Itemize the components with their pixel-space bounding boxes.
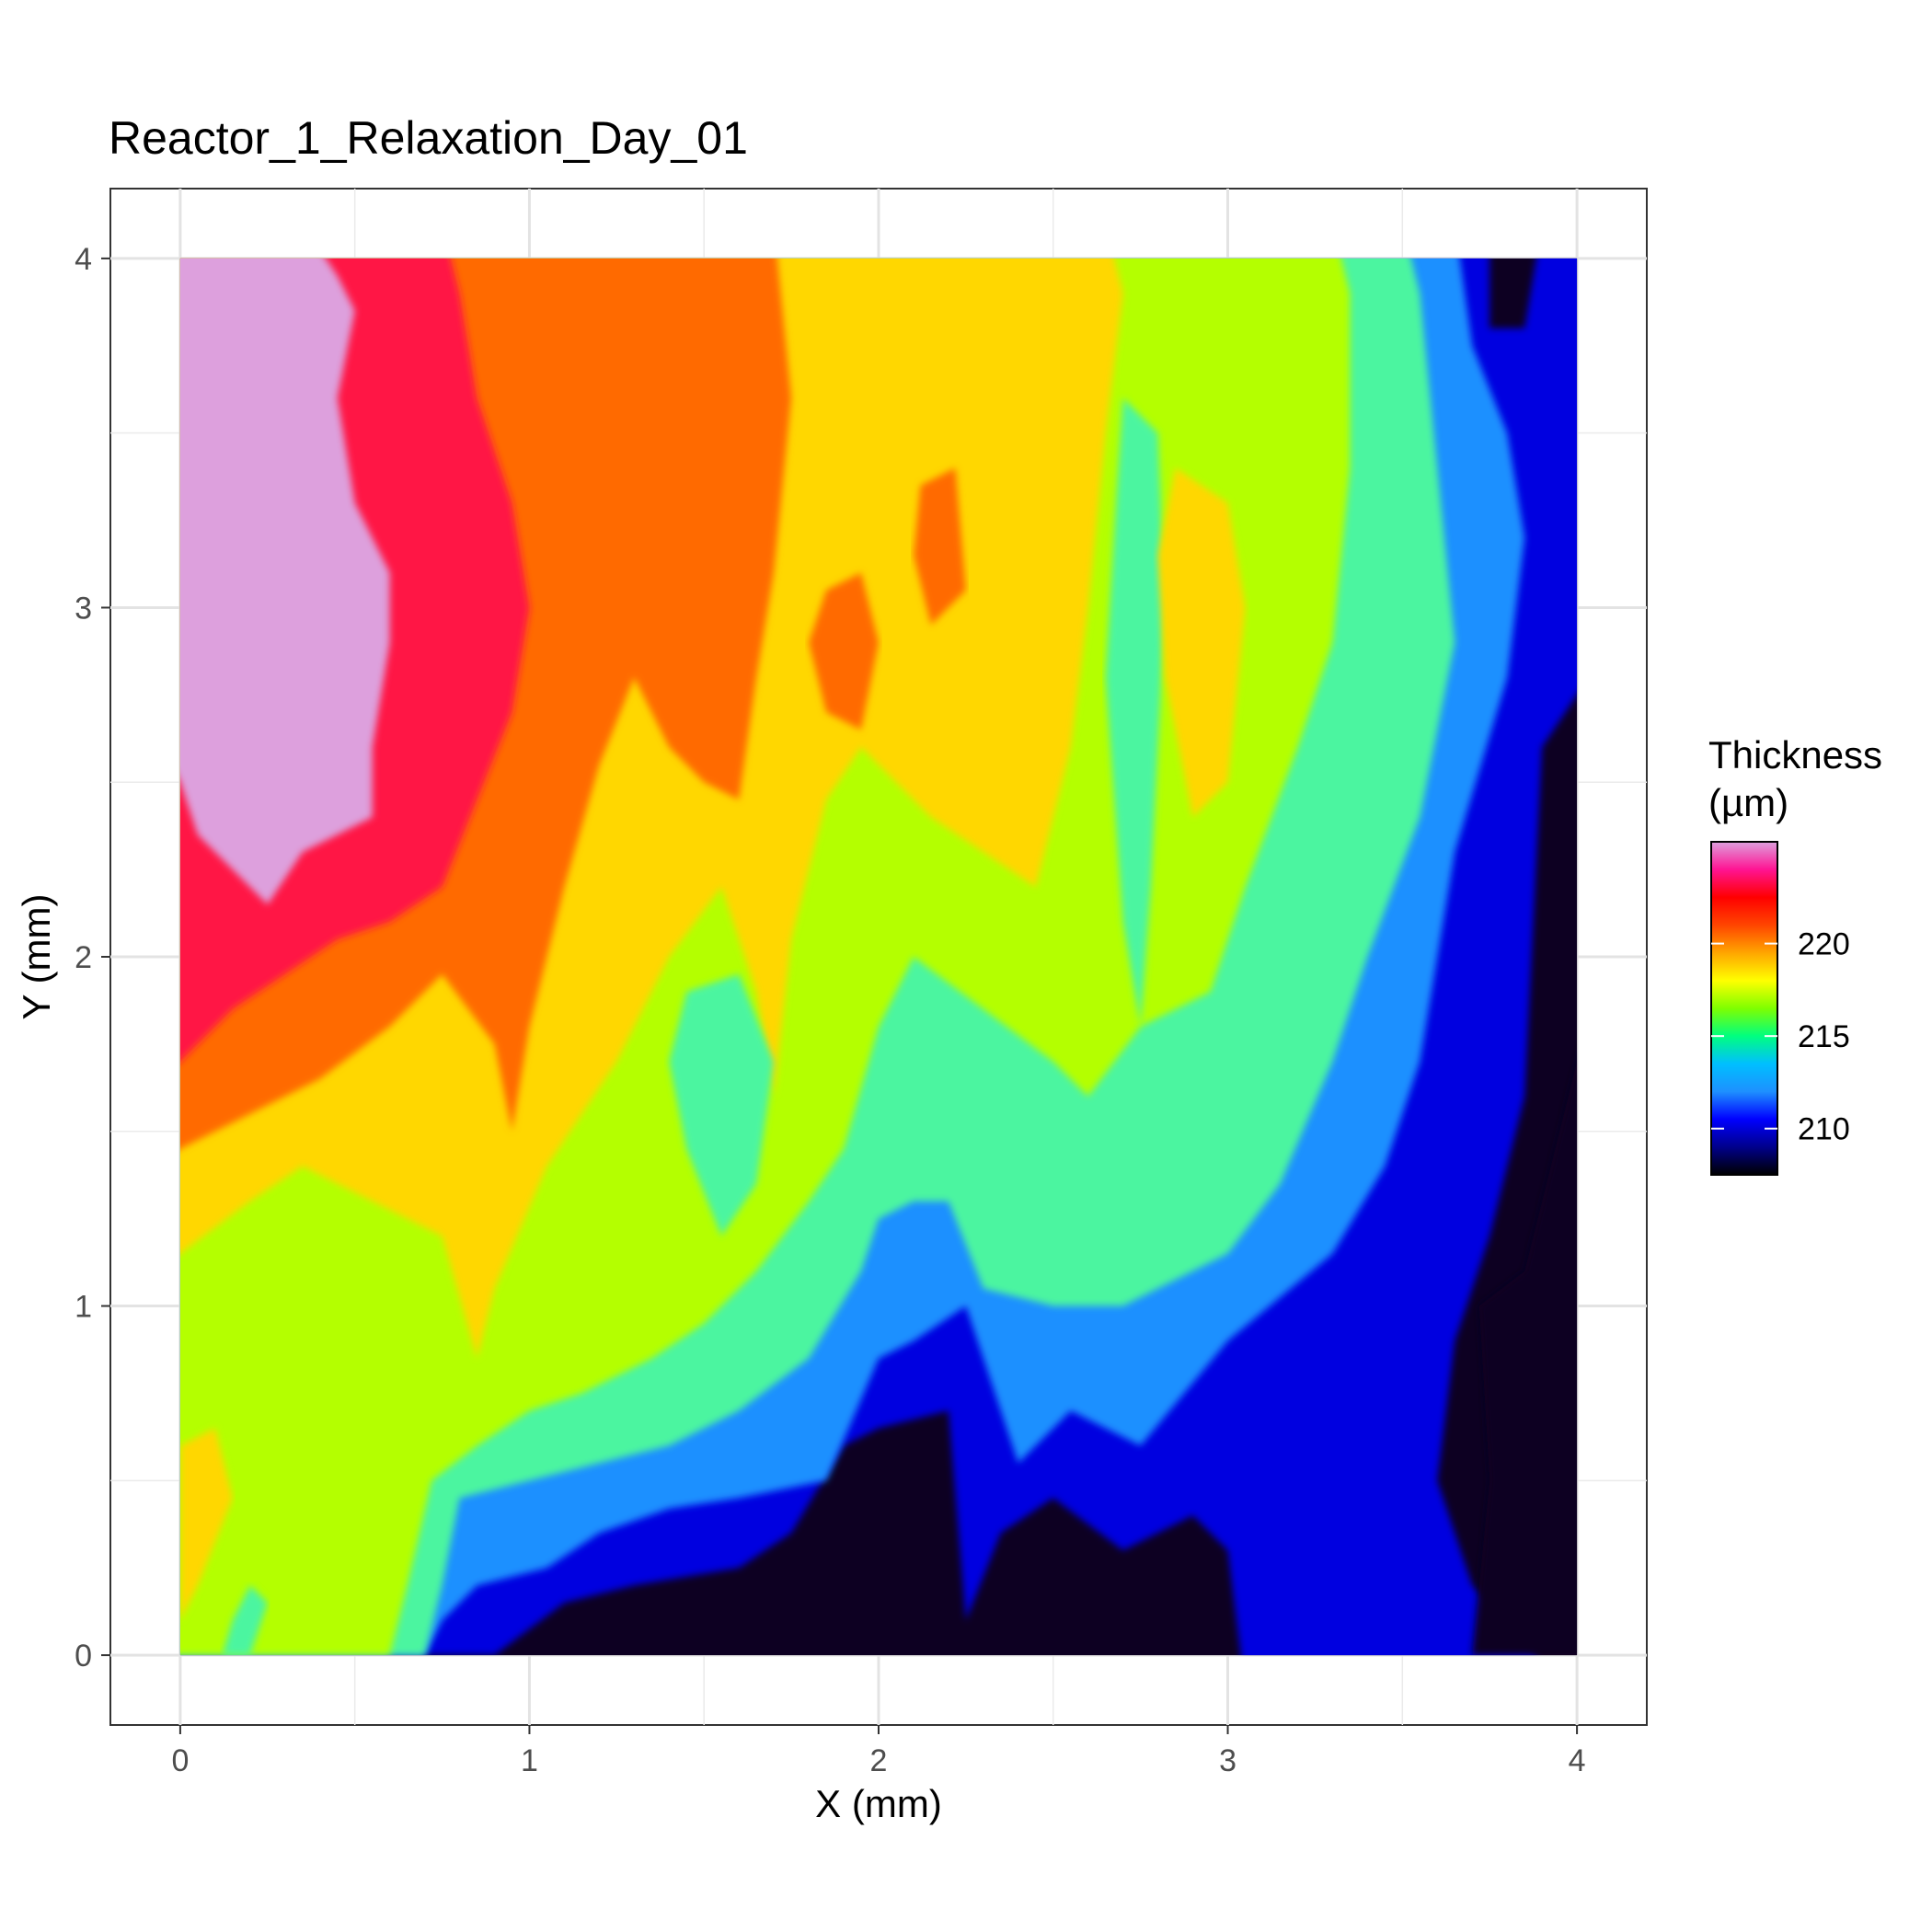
y-tick-label: 3: [75, 591, 92, 626]
heatmap-band-9: [809, 572, 879, 730]
heatmap-band-16: [1472, 1062, 1578, 1656]
y-tick-label: 0: [75, 1639, 92, 1673]
heatmap-band-14: [222, 1585, 268, 1656]
heatmap-band-15: [179, 1428, 233, 1621]
legend-tick-label: 215: [1798, 1019, 1850, 1054]
x-tick-label: 2: [870, 1743, 888, 1778]
y-tick-label: 2: [75, 940, 92, 975]
legend-tick-label: 220: [1798, 927, 1850, 962]
legend-colorbar: [1710, 841, 1778, 1176]
legend-title-line-2: (µm): [1708, 781, 1788, 824]
y-axis-label: Y (mm): [15, 894, 58, 1020]
heatmap-surface: [179, 258, 1578, 1656]
x-tick-label: 1: [521, 1743, 538, 1778]
legend-title-line-1: Thickness: [1708, 733, 1882, 776]
heatmap-band-8: [179, 258, 390, 905]
heatmap-band-11: [1105, 397, 1166, 1027]
x-tick-label: 3: [1219, 1743, 1236, 1778]
y-axis-ticks: 0 1 2 3 4: [75, 242, 110, 1673]
y-tick-label: 4: [75, 242, 92, 277]
y-tick-label: 1: [75, 1290, 92, 1325]
chart-title: Reactor_1_Relaxation_Day_01: [109, 112, 748, 164]
x-tick-label: 0: [171, 1743, 189, 1778]
legend-ticks: 210 215 220: [1711, 927, 1850, 1147]
heatmap-band-12: [669, 974, 775, 1236]
legend-tick-label: 210: [1798, 1112, 1850, 1147]
x-axis-label: X (mm): [815, 1782, 942, 1825]
x-tick-label: 4: [1569, 1743, 1586, 1778]
x-axis-ticks: 0 1 2 3 4: [171, 1725, 1586, 1778]
heatmap-band-13: [1157, 467, 1246, 818]
heatmap-band-10: [914, 467, 966, 626]
